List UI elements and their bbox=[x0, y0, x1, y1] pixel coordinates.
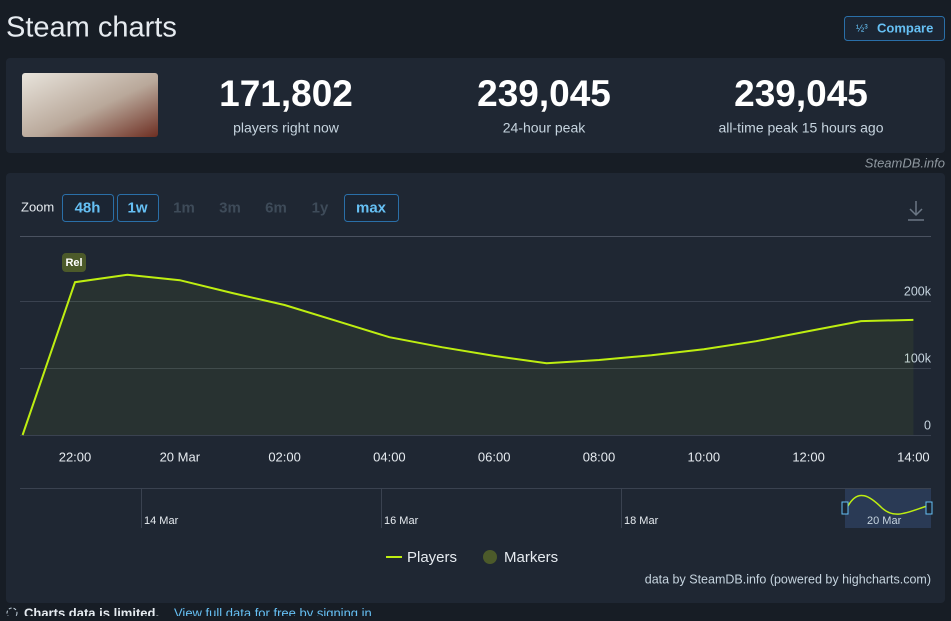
zoom-option[interactable]: 6m bbox=[265, 199, 287, 216]
stat-label: players right now bbox=[233, 120, 340, 136]
footer-notice: Charts data is limited. bbox=[24, 605, 159, 616]
x-tick-label: 06:00 bbox=[478, 449, 511, 464]
legend: Players Markers bbox=[386, 549, 558, 566]
zoom-option[interactable]: 1w bbox=[127, 199, 147, 216]
zoom-button[interactable] bbox=[62, 194, 114, 222]
download-icon[interactable] bbox=[908, 201, 924, 221]
x-tick-label: 04:00 bbox=[373, 449, 406, 464]
zoom-option[interactable]: max bbox=[356, 199, 387, 216]
x-tick-label: 14:00 bbox=[897, 449, 930, 464]
legend-swatch bbox=[483, 550, 497, 564]
info-icon bbox=[6, 607, 18, 619]
stats: 171,802 players right now 239,045 24-hour p… bbox=[219, 73, 884, 136]
source-link[interactable]: SteamDB.info bbox=[865, 155, 945, 170]
x-tick-label: 10:00 bbox=[688, 449, 721, 464]
navigator-selection bbox=[845, 488, 931, 528]
compare-label[interactable]: Compare bbox=[877, 20, 933, 35]
x-tick-label: 22:00 bbox=[59, 449, 92, 464]
zoom-button[interactable] bbox=[344, 194, 399, 222]
annotation-box bbox=[62, 253, 86, 272]
y-tick-label: 200k bbox=[904, 284, 932, 298]
legend-label[interactable]: Players bbox=[407, 549, 457, 566]
stats-panel bbox=[6, 58, 945, 153]
legend-label[interactable]: Markers bbox=[504, 549, 558, 566]
navigator-label: 16 Mar bbox=[384, 515, 419, 527]
chart-panel bbox=[6, 173, 945, 603]
stat-value: 239,045 bbox=[477, 73, 611, 114]
stat-value: 171,802 bbox=[219, 73, 353, 114]
stat-label: all-time peak 15 hours ago bbox=[719, 120, 884, 136]
chart: 0 100k 200k 22:00 20 Mar 02:00 04:00 06:00 08:00… bbox=[20, 236, 932, 464]
annotation: Rel bbox=[65, 257, 82, 269]
navigator-label: 14 Mar bbox=[144, 515, 179, 527]
x-tick-label: 08:00 bbox=[583, 449, 616, 464]
zoom-option[interactable]: 48h bbox=[75, 199, 101, 216]
y-tick-label: 100k bbox=[904, 351, 932, 365]
zoom-option[interactable]: 1m bbox=[173, 199, 195, 216]
compare-button[interactable] bbox=[844, 16, 945, 41]
footer-link[interactable]: View full data for free by signing in. bbox=[174, 605, 375, 620]
x-tick-label: 12:00 bbox=[792, 449, 825, 464]
zoom-option[interactable]: 1y bbox=[312, 199, 329, 216]
compare-icon: ½³ bbox=[856, 24, 868, 35]
game-image bbox=[22, 73, 158, 137]
page-title: Steam charts bbox=[6, 12, 177, 44]
credits[interactable]: data by SteamDB.info (powered by highcha… bbox=[645, 572, 931, 586]
navigator-line bbox=[847, 494, 931, 515]
zoom-label: Zoom bbox=[21, 199, 54, 214]
zoom-button[interactable] bbox=[117, 194, 159, 222]
stat-label: 24-hour peak bbox=[503, 120, 587, 136]
y-tick-label: 0 bbox=[924, 418, 931, 432]
series-area bbox=[22, 274, 914, 435]
navigator-label: 18 Mar bbox=[624, 515, 659, 527]
stat-value: 239,045 bbox=[734, 73, 868, 114]
zoom-option[interactable]: 3m bbox=[219, 199, 241, 216]
x-tick-label: 02:00 bbox=[268, 449, 301, 464]
x-tick-label: 20 Mar bbox=[160, 449, 201, 464]
navigator-handle[interactable] bbox=[841, 501, 849, 515]
zoom-buttons: 48h 1w 1m 3m 6m 1y max bbox=[62, 194, 399, 222]
navigator: 14 Mar 16 Mar 18 Mar 20 Mar bbox=[141, 488, 902, 528]
series-line bbox=[21, 273, 914, 436]
navigator-handle[interactable] bbox=[925, 501, 933, 515]
navigator-label: 20 Mar bbox=[867, 515, 902, 527]
